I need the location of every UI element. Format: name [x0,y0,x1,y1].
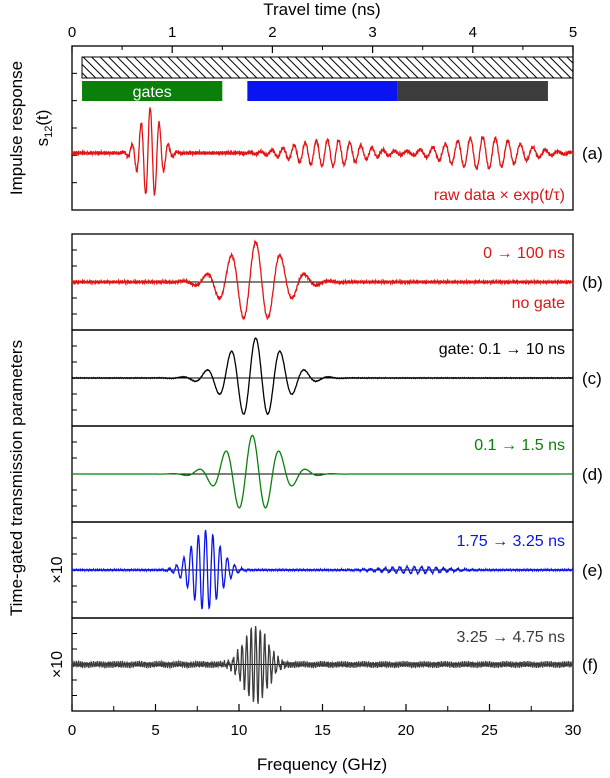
scale-note-e: ×10 [49,556,66,583]
impulse-response-label: Impulse response [7,61,26,195]
series-line-c [71,337,574,416]
series-line-b [71,239,574,321]
bottom-tick-label: 5 [151,722,159,739]
annotation2-b: no gate [512,295,565,312]
gate-bar-3 [397,81,548,101]
bottom-tick-label: 20 [398,722,415,739]
top-tick-label: 0 [68,24,76,41]
bottom-tick-label: 15 [314,722,331,739]
annotation-a: raw data × exp(t/τ) [434,187,565,204]
top-tick-label: 2 [268,24,276,41]
panel-tag-a: (a) [582,144,603,163]
series-line-e [71,529,574,611]
top-tick-label: 5 [569,24,577,41]
chart-marks: 0 1 2 3 4 5 gates raw data × exp(t/τ) (a) 0 → 100… [49,24,603,739]
annotation-d: 0.1 → 1.5 ns [474,437,565,454]
top-tick-label: 1 [168,24,176,41]
series-line-d [72,434,573,509]
top-tick-label: 4 [469,24,477,41]
annotation-e: 1.75 → 3.25 ns [456,533,565,550]
annotation-f: 3.25 → 4.75 ns [456,629,565,646]
hatched-time-bar [81,56,574,79]
annotation-b: 0 → 100 ns [483,245,565,262]
gate-bar-label: gates [133,84,172,101]
transmission-parameters-label: Time-gated transmission parameters [7,340,26,616]
s12-argument: (t) [33,110,52,126]
scale-note-f: ×10 [49,651,66,678]
bottom-axis-label: Frequency (GHz) [257,755,387,774]
bottom-tick-label: 25 [481,722,498,739]
top-tick-label: 3 [368,24,376,41]
svg-text:s12(t): s12(t) [33,110,55,147]
panel-tag-f: (f) [582,656,598,675]
s12-index: 12 [43,126,55,138]
series-line-f [71,626,574,704]
bottom-tick-label: 30 [565,722,582,739]
annotation-c: gate: 0.1 → 10 ns [439,341,565,358]
top-axis-label: Travel time (ns) [263,0,380,19]
s12-label: s12(t) [33,110,55,147]
panel-tag-b: (b) [582,273,603,292]
gate-bar-1 [82,81,223,101]
s12-symbol: s [33,138,52,147]
gate-bar-2 [247,81,398,101]
series-line-a [71,107,574,197]
panel-tag-d: (d) [582,465,603,484]
panel-tag-e: (e) [582,561,603,580]
panel-tag-c: (c) [582,369,602,388]
bottom-tick-label: 10 [231,722,248,739]
bottom-tick-label: 0 [68,722,76,739]
